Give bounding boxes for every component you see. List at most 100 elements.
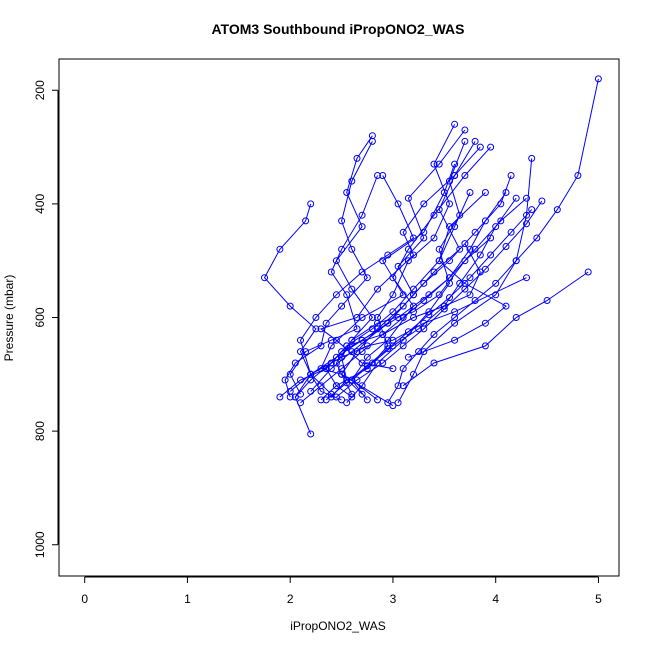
data-point [276,393,284,401]
data-point [404,328,412,336]
data-point [399,314,407,321]
data-point [512,257,520,265]
data-point [487,251,495,259]
plot-frame [58,58,620,577]
data-point [332,393,340,401]
series-15 [348,143,495,404]
data-point [466,291,474,299]
data-point [297,399,304,407]
data-point [528,206,536,214]
x-axis-label: iPropONO2_WAS [290,619,386,633]
data-point [440,305,448,313]
data-point [523,274,530,282]
data-point [497,200,505,208]
data-point [404,257,412,265]
y-tick-label: 600 [33,307,47,327]
data-point [420,325,428,333]
data-point [363,342,371,350]
data-point [456,245,464,253]
data-point [317,342,325,350]
data-point [297,336,304,344]
data-point [379,172,387,179]
data-point [384,336,392,344]
series-line [325,209,533,401]
data-point [404,245,412,253]
data-point [543,297,551,304]
data-point [317,325,325,333]
data-point [332,336,340,344]
data-point [302,217,310,225]
data-point [415,348,423,356]
data-point [281,376,289,384]
data-point [399,342,407,350]
y-tick-label: 400 [33,194,47,214]
data-point [481,189,489,196]
data-point [348,348,356,356]
data-point [430,211,438,219]
chart-title: ATOM3 Southbound iPropONO2_WAS [211,21,464,37]
data-point [343,291,351,299]
data-point [451,314,459,321]
series-20 [338,172,515,398]
data-point [430,331,438,338]
data-point [420,234,428,242]
y-tick-label: 1000 [33,531,47,558]
data-point [368,325,376,333]
y-axis: 200 400 600 800 1000 [33,80,59,558]
data-point [497,217,505,225]
x-tick-label: 4 [492,592,499,606]
data-point [374,172,381,179]
series-line [351,197,517,401]
series-line [351,146,491,401]
data-point [389,342,397,350]
series-line [294,192,471,398]
data-point [332,257,340,265]
data-point [415,325,423,333]
data-point [487,143,495,151]
data-point [358,359,366,367]
data-point [410,370,417,378]
data-point [374,314,381,321]
y-axis-label: Pressure (mbar) [2,275,16,362]
data-point [327,268,335,276]
data-point [286,387,294,395]
data-point [430,160,438,168]
data-point [471,228,479,236]
series-line [336,200,543,398]
data-point [363,396,371,404]
data-point [389,308,397,316]
data-point [389,274,397,282]
series-line [263,203,317,435]
x-axis: 0 1 2 3 4 5 [81,576,602,606]
data-point [307,200,315,208]
series-line [402,271,589,387]
series-21 [291,189,474,401]
series-line [341,175,512,395]
data-point [374,325,381,333]
data-point [404,194,412,202]
data-point [358,336,366,344]
data-point [338,302,346,310]
data-point [399,382,407,390]
data-point [363,353,371,361]
data-point [363,274,371,282]
data-point [389,291,397,299]
data-point [481,342,489,350]
data-point [389,365,397,373]
series-23 [297,194,530,407]
data-point [363,362,371,370]
data-point [451,223,459,231]
series-line [289,192,507,392]
series-line [300,197,527,404]
data-point [523,211,530,219]
data-point [348,245,356,253]
data-point [343,342,351,350]
data-point [533,234,541,242]
data-point [492,223,500,231]
data-point [476,143,484,151]
series-line [408,192,507,358]
data-point [332,382,340,390]
data-point [348,285,356,293]
data-point [481,319,489,327]
